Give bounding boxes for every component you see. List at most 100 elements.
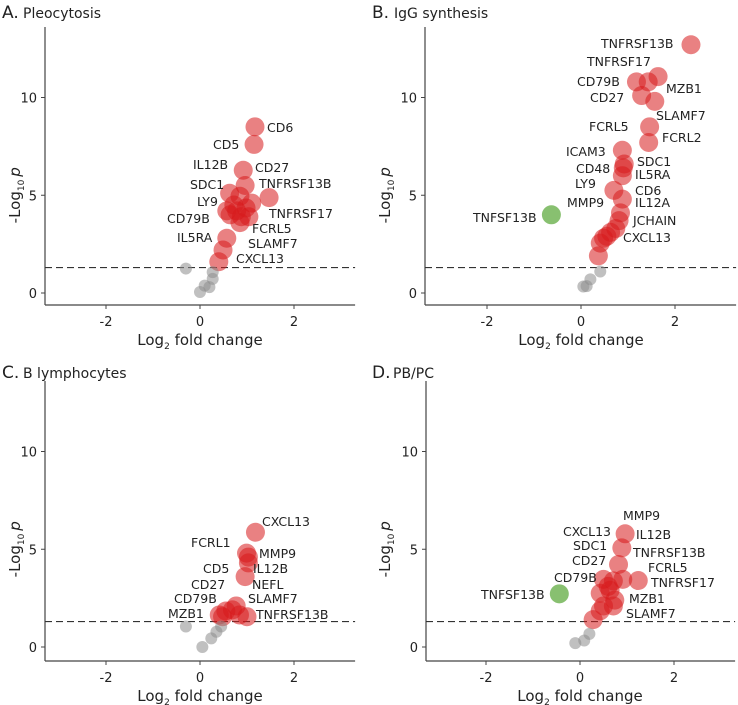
nonsignificant-point <box>196 641 209 653</box>
x-axis-title: Log2 fold change <box>518 331 643 352</box>
y-axis-title-p: p <box>376 167 394 178</box>
gene-label: IL12A <box>635 195 671 210</box>
gene-label: TNFRSF17 <box>586 54 651 69</box>
x-axis-title-main: Log <box>137 687 164 705</box>
y-tick-label: 0 <box>29 287 37 302</box>
gene-label: MZB1 <box>629 591 665 606</box>
gene-label: TNFSF13B <box>472 210 537 225</box>
gene-label: CXCL13 <box>563 524 611 539</box>
gene-label: CD5 <box>213 137 239 152</box>
y-axis-title: -Log10p <box>6 167 27 223</box>
gene-label: MMP9 <box>567 195 604 210</box>
x-axis-title: Log2 fold change <box>137 687 262 705</box>
y-axis-title-main: -Log <box>376 545 394 577</box>
gene-label: IL12B <box>636 527 671 542</box>
y-axis-title: -Log10p <box>376 521 397 577</box>
nonsignificant-point <box>594 265 607 278</box>
x-tick-label: 0 <box>196 315 204 330</box>
upregulated-point <box>213 607 233 627</box>
nonsignificant-point <box>203 281 216 294</box>
nonsignificant-point <box>569 637 582 650</box>
gene-label: ICAM3 <box>566 144 606 159</box>
gene-label: CD79B <box>174 591 217 606</box>
gene-label: TNFRSF13B <box>632 545 705 560</box>
upregulated-point <box>245 117 265 137</box>
gene-label: CXCL13 <box>236 251 284 266</box>
panel-title: B lymphocytes <box>23 366 127 382</box>
x-tick-label: 2 <box>290 315 298 330</box>
y-axis-title: -Log10p <box>6 521 27 577</box>
gene-label: TNFRSF13B <box>600 36 673 51</box>
upregulated-point <box>640 117 660 137</box>
gene-label: CD27 <box>572 553 606 568</box>
x-axis-title: Log2 fold change <box>137 331 262 352</box>
y-tick-label: 0 <box>29 641 37 656</box>
downregulated-point <box>549 584 569 604</box>
y-axis-title-p: p <box>376 521 394 532</box>
panel-title: Pleocytosis <box>23 6 101 22</box>
gene-label: CXCL13 <box>623 230 671 245</box>
upregulated-point <box>612 538 632 558</box>
y-tick-label: 0 <box>409 287 417 302</box>
y-axis-title-main: -Log <box>6 191 24 223</box>
gene-label: LY9 <box>197 194 218 209</box>
x-axis-title-rest: fold change <box>170 331 263 349</box>
gene-label: SLAMF7 <box>656 108 706 123</box>
gene-label: TNFSF13B <box>480 587 545 602</box>
x-tick-label: 0 <box>196 671 204 686</box>
gene-label: CXCL13 <box>262 514 310 529</box>
x-tick-label: 0 <box>577 315 585 330</box>
gene-label: NEFL <box>252 577 283 592</box>
gene-label: IL5RA <box>177 230 213 245</box>
x-axis-title-sub: 2 <box>544 698 550 705</box>
y-axis-title-main: -Log <box>6 545 24 577</box>
gene-label: TNFRSF13B <box>255 607 328 622</box>
x-axis-title-rest: fold change <box>550 687 643 705</box>
gene-label: CD48 <box>576 161 610 176</box>
x-axis-title-sub: 2 <box>164 698 170 705</box>
gene-label: MZB1 <box>666 81 702 96</box>
nonsignificant-point <box>179 620 192 633</box>
y-tick-label: 5 <box>409 189 417 204</box>
upregulated-point <box>598 576 618 596</box>
upregulated-point <box>681 35 701 55</box>
x-tick-label: 0 <box>576 671 584 686</box>
upregulated-point <box>239 207 259 227</box>
y-axis-title-main: -Log <box>376 191 394 223</box>
upregulated-point <box>639 132 659 152</box>
nonsignificant-point <box>179 262 192 275</box>
upregulated-point <box>603 596 623 616</box>
gene-label: JCHAIN <box>632 213 676 228</box>
gene-label: FCRL2 <box>662 130 702 145</box>
panel-title: PB/PC <box>393 366 434 382</box>
upregulated-point <box>244 134 264 154</box>
y-axis-title-p: p <box>6 521 24 532</box>
gene-label: SDC1 <box>573 538 607 553</box>
x-axis-title-main: Log <box>137 331 164 349</box>
gene-label: CD27 <box>255 160 289 175</box>
gene-label: SDC1 <box>637 154 671 169</box>
y-tick-label: 10 <box>400 92 417 107</box>
x-axis-title-rest: fold change <box>551 331 644 349</box>
y-axis-title-p: p <box>6 167 24 178</box>
x-axis-title-sub: 2 <box>545 342 551 352</box>
gene-label: MMP9 <box>623 508 660 523</box>
nonsignificant-point <box>205 632 218 645</box>
upregulated-point <box>259 188 279 208</box>
upregulated-point <box>245 522 265 542</box>
gene-label: MMP9 <box>259 546 296 561</box>
y-tick-label: 5 <box>29 189 37 204</box>
gene-label: CD6 <box>267 120 293 135</box>
upregulated-point <box>613 569 633 589</box>
x-tick-label: -2 <box>100 671 113 686</box>
y-tick-label: 5 <box>410 543 418 558</box>
nonsignificant-point <box>194 286 206 299</box>
y-tick-label: 10 <box>20 446 37 461</box>
gene-label: SLAMF7 <box>248 591 298 606</box>
upregulated-point <box>583 610 603 630</box>
gene-label: CD5 <box>203 561 229 576</box>
panel-letter: B. <box>372 3 389 23</box>
